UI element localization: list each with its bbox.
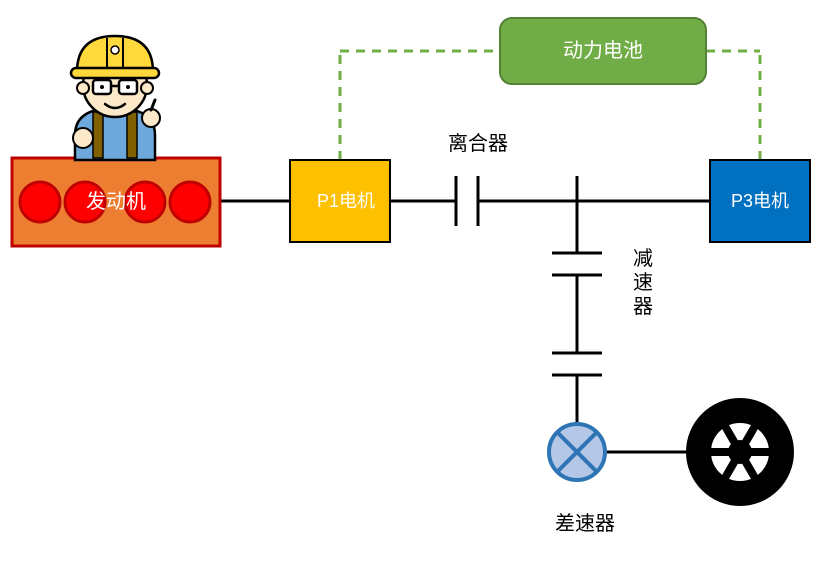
clutch-label: 离合器 — [448, 132, 508, 155]
worker-icon — [71, 36, 160, 160]
powertrain-diagram: 动力电池 发动机 P1电机 P3电机 离合器 差速器 减速器 — [0, 0, 820, 569]
wheel-icon — [686, 398, 794, 506]
p1-motor-label: P1电机 — [317, 191, 375, 211]
engine-box: 发动机 — [12, 158, 220, 246]
battery-label: 动力电池 — [563, 39, 643, 62]
svg-text:减: 减 — [633, 247, 653, 270]
svg-text:速: 速 — [633, 271, 653, 294]
p3-motor-box: P3电机 — [710, 160, 810, 242]
engine-label: 发动机 — [86, 190, 146, 213]
differential — [549, 424, 605, 480]
differential-label: 差速器 — [555, 512, 615, 535]
battery-box: 动力电池 — [500, 18, 706, 84]
reducer-label: 减速器 — [633, 247, 653, 318]
p1-motor-box: P1电机 — [290, 160, 390, 242]
p3-motor-label: P3电机 — [731, 191, 789, 211]
clutch — [456, 176, 478, 226]
svg-text:器: 器 — [633, 296, 653, 318]
